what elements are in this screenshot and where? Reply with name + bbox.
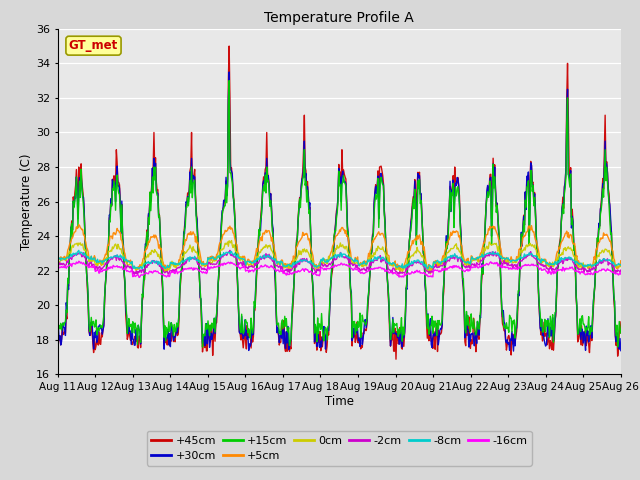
Y-axis label: Temperature (C): Temperature (C): [20, 153, 33, 250]
Legend: +45cm, +30cm, +15cm, +5cm, 0cm, -2cm, -8cm, -16cm: +45cm, +30cm, +15cm, +5cm, 0cm, -2cm, -8…: [147, 431, 532, 466]
Text: GT_met: GT_met: [69, 39, 118, 52]
Title: Temperature Profile A: Temperature Profile A: [264, 11, 414, 25]
X-axis label: Time: Time: [324, 395, 354, 408]
